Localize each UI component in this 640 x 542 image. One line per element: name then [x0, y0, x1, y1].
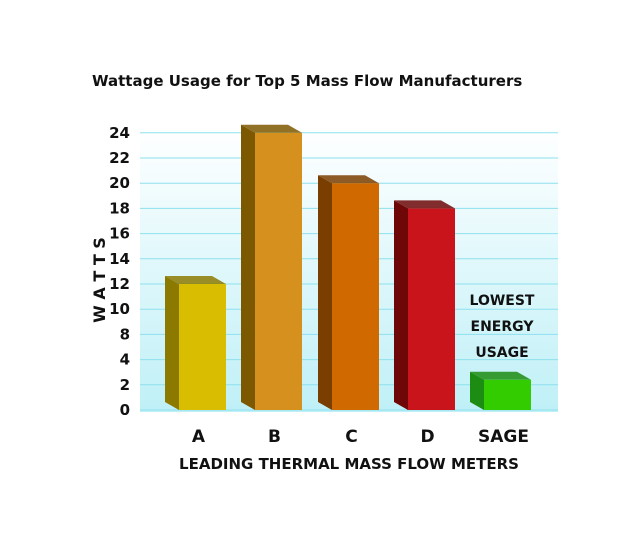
bar-side	[470, 371, 484, 410]
y-tick-label: 20	[109, 174, 130, 192]
y-tick-label: 12	[109, 275, 130, 293]
annotation-line-2: ENERGY	[471, 319, 535, 335]
bar-top	[241, 124, 302, 133]
bar-side	[241, 124, 255, 411]
bar-top	[470, 371, 531, 380]
bar-sage	[470, 371, 531, 410]
bar-front	[484, 379, 531, 410]
x-tick-label: C	[345, 427, 357, 447]
bar-top	[394, 200, 455, 209]
y-tick-label: 22	[109, 149, 130, 167]
bar-top	[318, 175, 379, 184]
x-tick-label: B	[268, 427, 281, 447]
y-tick-label: 24	[109, 124, 130, 142]
y-tick-label: 8	[120, 325, 130, 343]
y-axis-label: W A T T S	[90, 237, 109, 323]
bar-front	[332, 183, 379, 410]
annotation-line-3: USAGE	[475, 345, 528, 361]
chart-title: Wattage Usage for Top 5 Mass Flow Manufa…	[92, 72, 522, 90]
y-tick-label: 4	[120, 351, 130, 369]
y-tick-label: 14	[109, 250, 130, 268]
y-tick-label: 18	[109, 199, 130, 217]
bar-side	[318, 175, 332, 410]
x-tick-label: A	[192, 427, 206, 447]
x-tick-label: SAGE	[478, 427, 529, 447]
y-tick-label: 0	[120, 401, 130, 419]
x-tick-label: D	[420, 427, 434, 447]
x-axis-label: LEADING THERMAL MASS FLOW METERS	[179, 455, 519, 473]
y-tick-label: 10	[109, 300, 130, 318]
bar-d	[394, 200, 455, 410]
bar-front	[255, 132, 302, 411]
bar-c	[318, 175, 379, 410]
bar-front	[179, 284, 226, 410]
y-tick-label: 16	[109, 225, 130, 243]
bar-a	[165, 276, 226, 410]
bar-side	[394, 200, 408, 410]
bar-b	[241, 124, 302, 411]
bar-side	[165, 276, 179, 410]
y-tick-label: 2	[120, 376, 130, 394]
annotation-line-1: LOWEST	[470, 293, 535, 309]
bar-top	[165, 276, 226, 284]
bar-front	[408, 208, 455, 410]
